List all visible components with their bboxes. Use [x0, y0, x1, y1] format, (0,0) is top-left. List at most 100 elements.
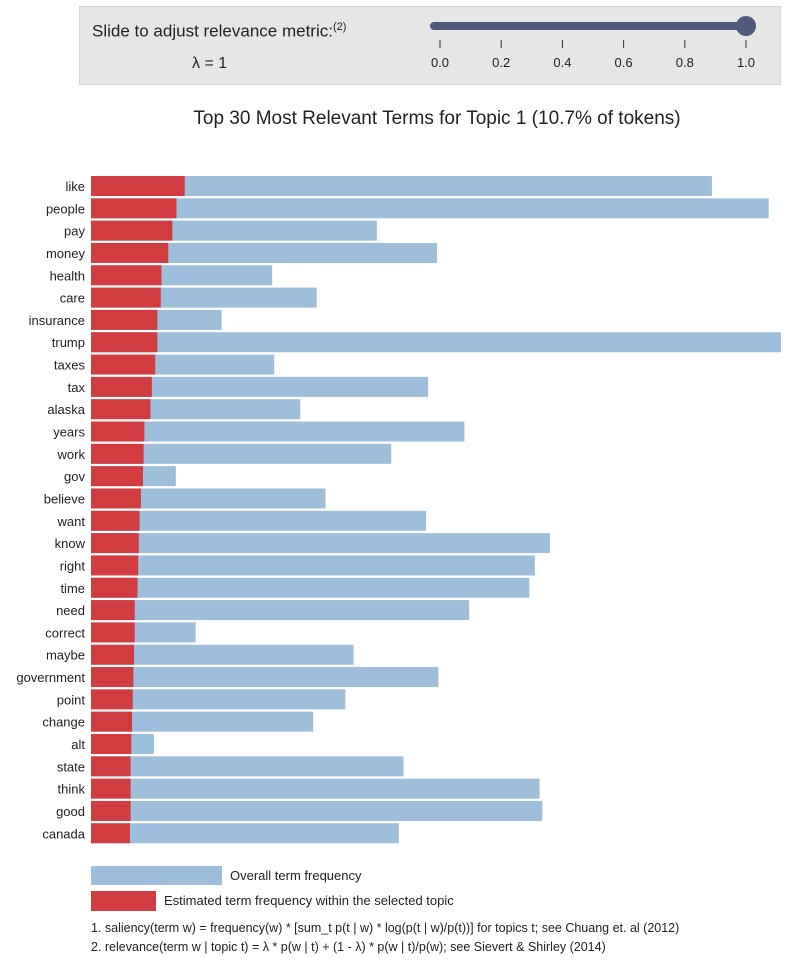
bar-overall-maybe [91, 644, 354, 665]
term-label-money[interactable]: money [46, 246, 86, 261]
term-label-government[interactable]: government [16, 670, 85, 685]
legend-label-estimated: Estimated term frequency within the sele… [164, 893, 454, 908]
bar-estimated-pay [91, 220, 173, 241]
bar-estimated-canada [91, 823, 130, 844]
bar-estimated-health [91, 265, 162, 286]
legend-swatch-overall [91, 866, 222, 885]
bar-estimated-believe [91, 488, 141, 509]
bar-overall-state [91, 756, 404, 777]
footnote-saliency: 1. saliency(term w) = frequency(w) * [su… [91, 921, 680, 935]
bar-estimated-tax [91, 376, 152, 397]
term-label-point[interactable]: point [57, 692, 86, 707]
slider-tick-label: 0.6 [615, 55, 633, 70]
slider-tick-label: 0.0 [431, 55, 449, 70]
bar-overall-think [91, 778, 540, 799]
legend-swatch-estimated [91, 891, 156, 911]
bar-overall-need [91, 600, 470, 621]
term-label-taxes[interactable]: taxes [54, 358, 86, 373]
bar-overall-people [91, 198, 769, 219]
term-label-time[interactable]: time [60, 581, 85, 596]
bar-estimated-alt [91, 734, 132, 754]
slider-tick-label: 1.0 [737, 55, 755, 70]
term-label-gov[interactable]: gov [64, 469, 85, 484]
term-label-trump[interactable]: trump [52, 335, 85, 350]
bar-estimated-time [91, 577, 138, 598]
term-label-canada[interactable]: canada [42, 826, 85, 841]
bar-overall-trump [91, 332, 781, 353]
bar-overall-time [91, 577, 530, 598]
bar-estimated-want [91, 510, 140, 531]
bar-estimated-people [91, 198, 177, 219]
bar-estimated-care [91, 287, 161, 308]
bar-estimated-insurance [91, 309, 158, 330]
bar-estimated-alaska [91, 399, 151, 420]
term-label-correct[interactable]: correct [45, 625, 85, 640]
term-label-tax[interactable]: tax [68, 380, 86, 395]
term-label-insurance[interactable]: insurance [29, 313, 85, 328]
term-label-change[interactable]: change [42, 715, 85, 730]
term-label-like[interactable]: like [65, 179, 85, 194]
slider-tick-label: 0.2 [492, 55, 510, 70]
slider-tick-label: 0.8 [676, 55, 694, 70]
slider-handle[interactable] [736, 16, 756, 36]
slider-tick-label: 0.4 [553, 55, 571, 70]
term-label-right[interactable]: right [60, 558, 86, 573]
term-label-alt[interactable]: alt [71, 737, 85, 752]
term-label-alaska[interactable]: alaska [47, 402, 85, 417]
bar-estimated-maybe [91, 644, 135, 665]
term-label-years[interactable]: years [53, 425, 85, 440]
term-label-need[interactable]: need [56, 603, 85, 618]
bar-overall-point [91, 689, 346, 710]
slider-label: Slide to adjust relevance metric: [92, 21, 333, 41]
chart-title: Top 30 Most Relevant Terms for Topic 1 (… [193, 108, 680, 129]
bar-overall-like [91, 176, 712, 196]
bar-estimated-work [91, 443, 144, 464]
term-label-state[interactable]: state [57, 759, 85, 774]
bar-overall-good [91, 800, 543, 821]
bar-estimated-good [91, 800, 131, 821]
footnote-relevance: 2. relevance(term w | topic t) = λ * p(w… [91, 940, 606, 954]
term-label-pay[interactable]: pay [64, 224, 85, 239]
bar-estimated-trump [91, 332, 158, 353]
bar-estimated-change [91, 711, 133, 732]
bar-estimated-right [91, 555, 139, 576]
term-label-maybe[interactable]: maybe [46, 648, 85, 663]
bar-estimated-correct [91, 622, 135, 643]
term-label-work[interactable]: work [57, 447, 86, 462]
bar-estimated-taxes [91, 354, 156, 375]
bar-estimated-gov [91, 466, 143, 487]
bar-overall-work [91, 443, 392, 464]
bar-estimated-know [91, 533, 139, 554]
bar-estimated-need [91, 600, 135, 621]
bar-overall-right [91, 555, 535, 576]
term-label-believe[interactable]: believe [44, 491, 85, 506]
bar-overall-government [91, 667, 439, 688]
lambda-readout: λ = 1 [192, 55, 228, 72]
bar-overall-years [91, 421, 465, 442]
bar-overall-canada [91, 823, 399, 844]
legend-label-overall: Overall term frequency [230, 868, 362, 883]
slider-title: Slide to adjust relevance metric:(2) [92, 21, 346, 42]
bar-overall-believe [91, 488, 326, 509]
bar-overall-know [91, 533, 550, 554]
term-label-know[interactable]: know [55, 536, 86, 551]
footnotes: 1. saliency(term w) = frequency(w) * [su… [91, 919, 679, 957]
term-label-want[interactable]: want [57, 514, 86, 529]
bar-estimated-point [91, 689, 133, 710]
term-label-people[interactable]: people [46, 201, 85, 216]
relevance-slider-panel: Slide to adjust relevance metric:(2) λ =… [79, 6, 781, 85]
term-label-health[interactable]: health [50, 268, 85, 283]
bar-overall-tax [91, 376, 429, 397]
bar-estimated-like [91, 176, 185, 196]
bar-overall-want [91, 510, 427, 531]
term-label-care[interactable]: care [60, 291, 85, 306]
slider-label-footnote-ref: (2) [332, 21, 347, 33]
bar-estimated-government [91, 667, 134, 688]
bar-estimated-think [91, 778, 131, 799]
term-label-good[interactable]: good [56, 804, 85, 819]
term-label-think[interactable]: think [58, 782, 86, 797]
bar-estimated-state [91, 756, 131, 777]
bar-estimated-years [91, 421, 145, 442]
bar-overall-change [91, 711, 314, 732]
